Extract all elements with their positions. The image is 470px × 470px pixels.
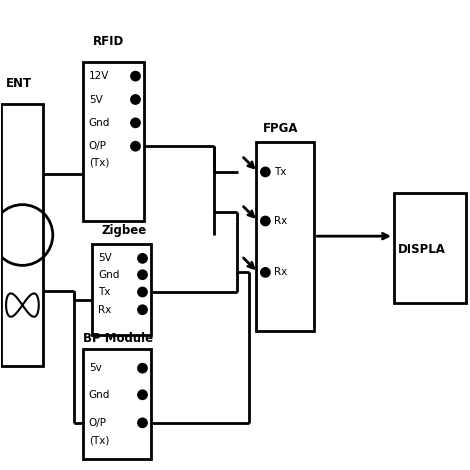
Bar: [256, 141, 314, 331]
Bar: [83, 350, 151, 459]
Circle shape: [131, 118, 140, 127]
Text: 5V: 5V: [89, 94, 102, 104]
Text: RFID: RFID: [93, 35, 124, 48]
Text: Gnd: Gnd: [89, 390, 110, 400]
Circle shape: [138, 363, 147, 373]
Text: Tx: Tx: [98, 287, 110, 297]
Circle shape: [138, 254, 147, 263]
Text: (Tx): (Tx): [89, 157, 109, 168]
Text: O/P: O/P: [89, 141, 107, 151]
Text: Gnd: Gnd: [89, 118, 110, 128]
Circle shape: [261, 216, 270, 226]
Circle shape: [138, 287, 147, 297]
Text: (Tx): (Tx): [89, 436, 109, 446]
Bar: [93, 244, 151, 336]
Bar: [83, 62, 144, 221]
Text: BP Module: BP Module: [83, 332, 153, 345]
Bar: [394, 193, 466, 303]
Text: 12V: 12V: [89, 71, 109, 81]
Text: O/P: O/P: [89, 418, 107, 428]
Text: ENT: ENT: [6, 77, 32, 90]
Text: 5v: 5v: [89, 363, 102, 373]
Text: Gnd: Gnd: [98, 270, 119, 280]
Circle shape: [261, 268, 270, 277]
Circle shape: [138, 305, 147, 314]
Text: DISPLA: DISPLA: [398, 243, 446, 257]
Text: Rx: Rx: [274, 267, 287, 277]
Circle shape: [131, 95, 140, 104]
Text: 5V: 5V: [98, 253, 112, 263]
Circle shape: [131, 141, 140, 151]
Text: Rx: Rx: [98, 305, 111, 315]
Circle shape: [131, 71, 140, 81]
Circle shape: [138, 418, 147, 428]
Text: FPGA: FPGA: [263, 122, 298, 134]
Text: Rx: Rx: [274, 216, 287, 226]
Circle shape: [261, 167, 270, 177]
Circle shape: [138, 270, 147, 279]
Circle shape: [138, 390, 147, 400]
Text: Zigbee: Zigbee: [102, 224, 147, 237]
Bar: [1, 104, 43, 366]
Text: Tx: Tx: [274, 167, 286, 177]
